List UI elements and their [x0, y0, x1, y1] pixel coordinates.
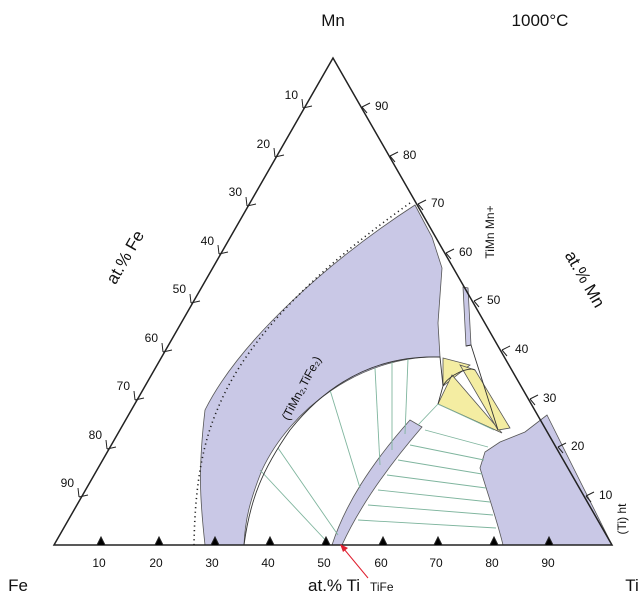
tife-pointer-line: [343, 548, 369, 579]
bottom-tick-label: 30: [205, 556, 219, 570]
left-tick-label: 50: [173, 282, 187, 296]
left-tick-labels: 10 20 30 40 50 60 70 80 90: [61, 88, 299, 490]
three-phase-triangle-3: [459, 364, 511, 431]
right-tick-label: 70: [431, 196, 445, 210]
right-tick-label: 30: [543, 391, 557, 405]
corner-label-left: Fe: [8, 576, 28, 595]
left-tick-label: 60: [145, 331, 159, 345]
laves-phase-region: [200, 204, 443, 546]
phase-label-ti-ht: (Ti) ht: [615, 503, 629, 535]
axis-label-left: at.% Fe: [102, 227, 148, 287]
bottom-tick-label: 90: [541, 556, 555, 570]
right-tick-label: 80: [403, 148, 417, 162]
left-tick-label: 10: [285, 88, 299, 102]
bottom-tick-label: 20: [149, 556, 163, 570]
bottom-tick-label: 50: [317, 556, 331, 570]
right-tick-label: 10: [599, 488, 613, 502]
ti-ht-phase-region: [479, 414, 613, 546]
left-tick-label: 90: [61, 476, 75, 490]
bottom-tick-label: 60: [374, 556, 388, 570]
axis-label-right: at.% Mn: [561, 247, 609, 311]
left-tick-label: 80: [89, 428, 103, 442]
bottom-tick-label: 10: [92, 556, 106, 570]
bottom-tick-labels: 10 20 30 40 50 60 70 80 90: [92, 556, 555, 570]
right-tick-label: 60: [459, 245, 473, 259]
dotted-boundary: [193, 202, 411, 546]
right-tick-label: 90: [375, 99, 389, 113]
left-tick-label: 70: [117, 379, 131, 393]
tie-lines: [259, 358, 497, 546]
right-tick-labels: 90 80 70 60 50 40 30 20 10: [375, 99, 613, 502]
axis-label-bottom: at.% Ti: [308, 576, 360, 595]
phase-boundaries: [243, 344, 499, 546]
tife-arrow-head: [340, 544, 348, 552]
tick-marks: [77, 98, 595, 546]
right-tick-label: 40: [515, 342, 529, 356]
left-tick-label: 20: [257, 137, 271, 151]
bottom-tick-label: 80: [485, 556, 499, 570]
corner-label-top: Mn: [321, 11, 345, 30]
bottom-tick-label: 70: [429, 556, 443, 570]
tife-phase-band: [331, 419, 423, 546]
right-tick-label: 20: [571, 439, 585, 453]
left-tick-label: 30: [229, 185, 243, 199]
bottom-tick-label: 40: [261, 556, 275, 570]
left-tick-label: 40: [201, 234, 215, 248]
right-tick-label: 50: [487, 293, 501, 307]
phase-label-timn: TiMn Mn+: [483, 205, 497, 258]
triangle-outline: [52, 56, 614, 546]
corner-label-right: Ti: [625, 576, 639, 595]
temperature-label: 1000°C: [512, 11, 569, 30]
phase-label-tife: TiFe: [370, 580, 394, 594]
